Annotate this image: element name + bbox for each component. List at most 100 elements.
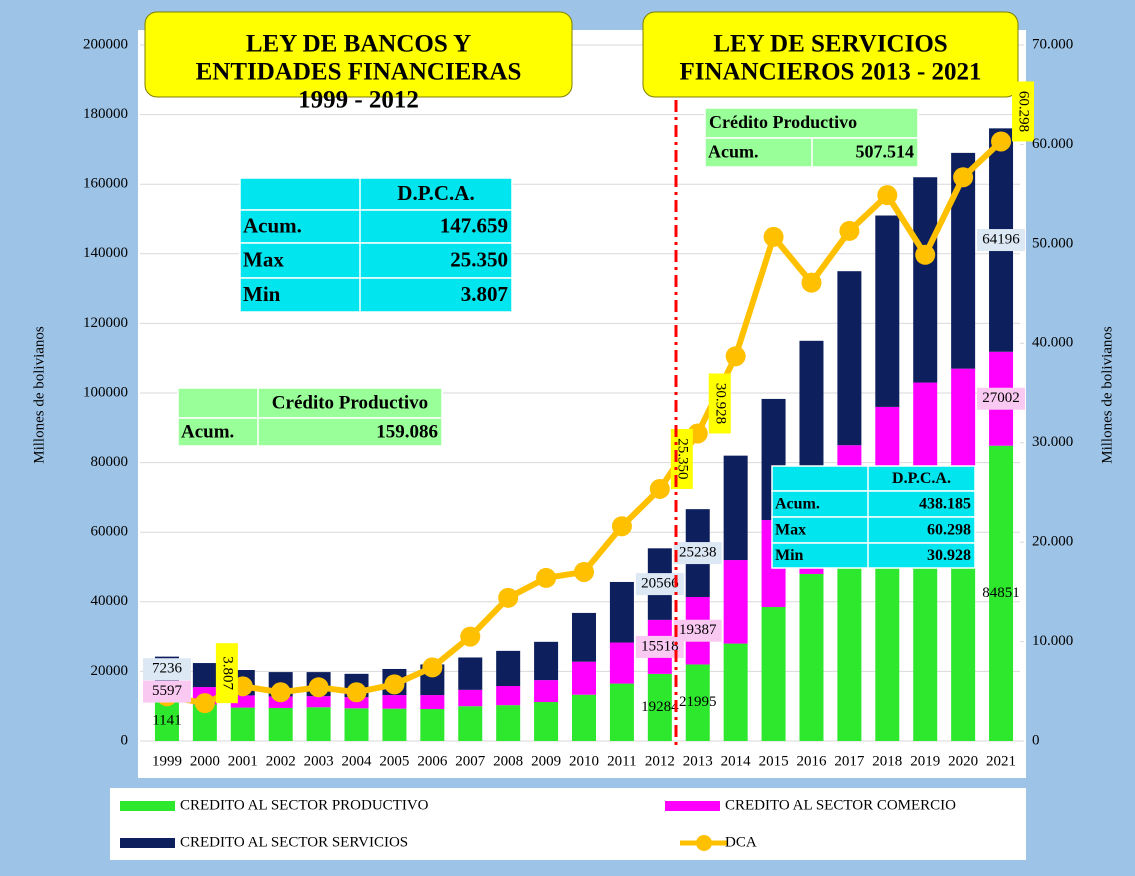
x-tick-label: 2019 xyxy=(910,753,940,769)
data-label: 27002 xyxy=(982,390,1020,406)
bar xyxy=(875,215,900,407)
line-marker xyxy=(460,626,481,647)
legend-label: CREDITO AL SECTOR COMERCIO xyxy=(725,797,956,813)
x-tick-label: 2009 xyxy=(531,753,561,769)
x-tick-label: 2002 xyxy=(266,753,296,769)
table-cell: D.P.C.A. xyxy=(892,470,951,487)
x-tick-label: 2001 xyxy=(228,753,258,769)
bar xyxy=(837,549,862,741)
x-tick-label: 2014 xyxy=(721,753,752,769)
table-row xyxy=(239,242,513,279)
line-marker xyxy=(649,478,670,499)
x-tick-label: 2018 xyxy=(872,753,902,769)
table-row xyxy=(771,542,976,569)
x-tick-label: 2004 xyxy=(342,753,373,769)
table-row xyxy=(177,417,443,447)
bar xyxy=(989,445,1014,741)
table-cell: 60.298 xyxy=(927,522,971,539)
data-label-bg xyxy=(1012,81,1035,142)
line-marker xyxy=(384,674,405,695)
table-cell: Acum. xyxy=(708,142,759,162)
x-tick-label: 2020 xyxy=(948,753,978,769)
bar xyxy=(761,607,786,741)
title-box xyxy=(144,11,573,98)
y2-axis-label: Millones de bolivianos xyxy=(1099,326,1115,464)
table-cell: 507.514 xyxy=(856,142,915,162)
bar xyxy=(496,650,521,687)
bar xyxy=(230,707,255,741)
bar xyxy=(572,694,596,741)
legend-swatch xyxy=(665,801,720,811)
y2-tick-label: 30.000 xyxy=(1032,434,1073,450)
data-label-bg xyxy=(673,542,722,565)
data-label-bg xyxy=(977,387,1026,410)
bar xyxy=(685,664,710,741)
line-marker xyxy=(953,167,974,188)
line-marker xyxy=(574,561,594,582)
table-cell: Acum. xyxy=(243,213,302,237)
data-label: 84851 xyxy=(982,585,1020,601)
table-row xyxy=(239,277,513,313)
y-tick-label: 160000 xyxy=(83,176,128,192)
bar xyxy=(420,695,445,709)
title-box xyxy=(642,11,1019,98)
y2-tick-label: 70.000 xyxy=(1032,36,1073,52)
legend-swatch xyxy=(120,801,175,811)
bar xyxy=(344,697,369,709)
table-cell: Crédito Productivo xyxy=(709,112,857,132)
y-tick-label: 200000 xyxy=(83,36,128,52)
bar xyxy=(382,708,407,741)
x-tick-label: 2021 xyxy=(986,753,1016,769)
x-tick-label: 2007 xyxy=(455,753,486,769)
data-label-bg xyxy=(142,680,191,703)
bar xyxy=(154,701,179,741)
bar xyxy=(344,708,369,741)
y-tick-label: 0 xyxy=(121,732,129,748)
data-label-bg xyxy=(977,229,1026,252)
bar xyxy=(799,573,824,741)
bar xyxy=(306,696,331,708)
table-cell: D.P.C.A. xyxy=(397,181,474,205)
line-marker xyxy=(498,587,519,608)
bar xyxy=(913,177,938,383)
x-tick-label: 2008 xyxy=(493,753,523,769)
data-label: 21995 xyxy=(679,694,717,710)
x-tick-label: 2003 xyxy=(304,753,334,769)
bar xyxy=(723,455,748,561)
data-label-bg xyxy=(708,373,731,434)
bar xyxy=(723,643,748,741)
bar xyxy=(268,707,293,741)
y-tick-label: 60000 xyxy=(91,524,129,540)
bar xyxy=(572,612,596,662)
bar xyxy=(572,661,596,695)
line-marker xyxy=(801,272,822,293)
table-cell: 25.350 xyxy=(450,247,508,271)
line-marker xyxy=(991,131,1012,152)
line-marker xyxy=(915,244,936,265)
bar xyxy=(458,706,483,741)
x-tick-label: 2013 xyxy=(683,753,713,769)
data-label: 25.350 xyxy=(674,438,690,479)
bar xyxy=(458,689,483,707)
title-line: ENTIDADES FINANCIERAS xyxy=(196,59,522,86)
y-tick-label: 20000 xyxy=(91,663,129,679)
data-label: 1141 xyxy=(152,713,181,729)
title-line: FINANCIEROS 2013 - 2021 xyxy=(679,59,981,86)
line-marker xyxy=(763,226,784,247)
table-cell: 159.086 xyxy=(376,421,438,442)
x-tick-label: 2000 xyxy=(190,753,220,769)
line-marker xyxy=(422,657,443,678)
table-cell: Acum. xyxy=(181,421,234,442)
data-label: 64196 xyxy=(982,231,1020,247)
table-cell: 438.185 xyxy=(919,496,971,513)
table-cell: Crédito Productivo xyxy=(272,392,428,413)
data-label: 3.807 xyxy=(219,656,235,690)
data-label-bg xyxy=(142,658,191,681)
y-tick-label: 80000 xyxy=(91,454,129,470)
legend-swatch xyxy=(120,838,175,848)
x-tick-label: 2016 xyxy=(796,753,827,769)
bar xyxy=(609,581,634,643)
y-tick-label: 120000 xyxy=(83,315,128,331)
table-cell: Max xyxy=(775,522,806,539)
data-label: 19387 xyxy=(679,622,717,638)
